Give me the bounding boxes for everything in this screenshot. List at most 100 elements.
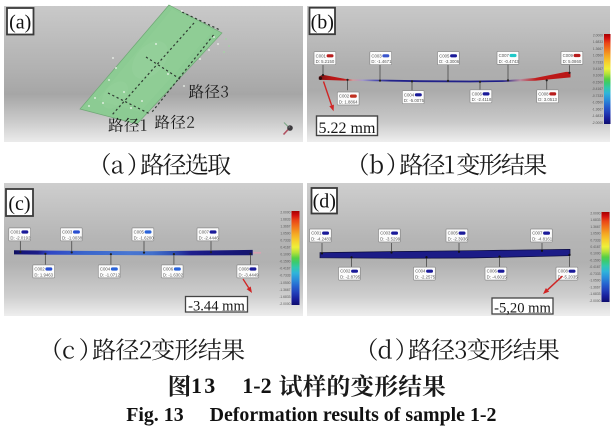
svg-text:0.7333: 0.7333 (590, 238, 600, 242)
svg-text:C008: C008 (558, 269, 569, 274)
svg-text:C005: C005 (448, 231, 459, 236)
svg-text:2.0000: 2.0000 (280, 210, 290, 214)
svg-text:-0.7333: -0.7333 (589, 272, 600, 276)
svg-text:0.7333: 0.7333 (593, 60, 603, 64)
svg-text:C004: C004 (415, 269, 426, 274)
svg-text:1.0500: 1.0500 (590, 232, 600, 236)
svg-text:0.4167: 0.4167 (590, 245, 600, 249)
svg-text:-0.1500: -0.1500 (279, 260, 290, 264)
svg-text:C006: C006 (472, 91, 483, 96)
svg-text:C003: C003 (371, 53, 382, 58)
svg-text:C006: C006 (487, 269, 498, 274)
svg-text:D: -2.8795: D: -2.8795 (340, 275, 361, 280)
svg-text:C004: C004 (404, 92, 415, 97)
svg-text:C005: C005 (134, 230, 145, 235)
svg-text:D: -2.0192: D: -2.0192 (10, 235, 31, 240)
svg-text:-0.7333: -0.7333 (592, 94, 603, 98)
svg-text:D: -4.8161: D: -4.8161 (532, 236, 553, 241)
svg-text:-1.3667: -1.3667 (589, 285, 600, 289)
svg-text:C007: C007 (532, 231, 543, 236)
svg-text:D: -1.0038: D: -1.0038 (62, 235, 83, 240)
svg-text:-0.1500: -0.1500 (592, 80, 603, 84)
svg-text:(d): (d) (313, 191, 336, 213)
svg-text:D: -1.0712: D: -1.0712 (100, 272, 121, 277)
svg-text:0.1000: 0.1000 (280, 253, 290, 257)
svg-text:D: 3.0513: D: 3.0513 (538, 97, 557, 102)
svg-text:(b): (b) (311, 11, 334, 33)
svg-text:2.0000: 2.0000 (590, 211, 600, 215)
svg-text:D: -4.6015: D: -4.6015 (487, 275, 508, 280)
svg-text:1.3667: 1.3667 (280, 224, 290, 228)
svg-text:D: 1.8864: D: 1.8864 (339, 99, 358, 104)
svg-text:1.3667: 1.3667 (590, 225, 600, 229)
svg-text:0.1000: 0.1000 (590, 252, 600, 256)
svg-text:C007: C007 (199, 230, 210, 235)
svg-text:C003: C003 (62, 230, 73, 235)
svg-text:1.0500: 1.0500 (593, 54, 603, 58)
svg-text:D: -0.4743: D: -0.4743 (499, 59, 520, 64)
svg-text:-2.0000: -2.0000 (279, 302, 290, 306)
svg-text:C002: C002 (34, 267, 45, 272)
svg-text:D: -2.2575: D: -2.2575 (415, 275, 436, 280)
svg-text:-1.3667: -1.3667 (279, 288, 290, 292)
svg-text:C008: C008 (538, 91, 549, 96)
svg-text:C001: C001 (316, 53, 327, 58)
svg-text:C001: C001 (311, 231, 322, 236)
svg-text:2.0000: 2.0000 (593, 33, 603, 37)
svg-text:D: -5.2035: D: -5.2035 (558, 275, 579, 280)
svg-text:-5,20 mm: -5,20 mm (494, 300, 551, 316)
svg-text:C008: C008 (239, 267, 250, 272)
svg-text:-0.4167: -0.4167 (279, 267, 290, 271)
svg-text:C002: C002 (339, 94, 350, 99)
svg-text:D: -1.6200: D: -1.6200 (134, 235, 155, 240)
svg-text:C006: C006 (163, 267, 174, 272)
svg-text:-1.3667: -1.3667 (592, 107, 603, 111)
svg-text:D: -3.3006: D: -3.3006 (439, 59, 460, 64)
svg-text:D: -4.2483: D: -4.2483 (311, 236, 332, 241)
svg-text:D: 5.0860: D: 5.0860 (563, 59, 582, 64)
svg-text:D: -5.0075: D: -5.0075 (404, 98, 425, 103)
svg-text:0.4167: 0.4167 (593, 67, 603, 71)
svg-text:-0.4167: -0.4167 (592, 87, 603, 91)
svg-text:1.6833: 1.6833 (593, 40, 603, 44)
svg-text:D: 5.2150: D: 5.2150 (316, 59, 335, 64)
svg-text:D: -1.6302: D: -1.6302 (163, 272, 184, 277)
svg-text:-1.6833: -1.6833 (592, 114, 603, 118)
svg-text:-3.44 mm: -3.44 mm (188, 298, 245, 314)
svg-text:C003: C003 (380, 231, 391, 236)
svg-text:-2.0000: -2.0000 (589, 299, 600, 303)
svg-text:C009: C009 (563, 53, 574, 58)
svg-text:-1.6833: -1.6833 (279, 295, 290, 299)
svg-text:0.7333: 0.7333 (280, 238, 290, 242)
svg-text:5.22 mm: 5.22 mm (319, 120, 376, 137)
svg-text:D: 1.9463: D: 1.9463 (34, 272, 53, 277)
svg-text:D: -2.4446: D: -2.4446 (199, 235, 220, 240)
svg-text:C004: C004 (100, 267, 111, 272)
svg-text:-0.4167: -0.4167 (589, 265, 600, 269)
svg-text:D: -2.4118: D: -2.4118 (472, 97, 492, 102)
svg-text:D: -3.5299: D: -3.5299 (380, 236, 401, 241)
svg-text:-2.0000: -2.0000 (592, 121, 603, 125)
svg-text:-0.7333: -0.7333 (279, 274, 290, 278)
svg-text:(c): (c) (8, 193, 30, 215)
svg-text:C001: C001 (10, 230, 21, 235)
svg-text:(a): (a) (9, 12, 31, 34)
svg-text:0.1000: 0.1000 (593, 74, 603, 78)
svg-text:C007: C007 (499, 53, 510, 58)
svg-text:1.6833: 1.6833 (280, 217, 290, 221)
svg-text:D: -2.3936: D: -2.3936 (448, 236, 469, 241)
svg-text:1-2: 1-2 (242, 373, 271, 398)
svg-text:D: -1.4671: D: -1.4671 (371, 59, 392, 64)
svg-text:-0.1500: -0.1500 (589, 258, 600, 262)
svg-text:1.6833: 1.6833 (590, 218, 600, 222)
svg-text:-1.0500: -1.0500 (589, 279, 600, 283)
svg-text:C005: C005 (439, 53, 450, 58)
svg-text:Fig. 13: Fig. 13 (126, 404, 184, 426)
svg-text:D: -3.4449: D: -3.4449 (239, 272, 260, 277)
svg-text:C002: C002 (340, 269, 351, 274)
svg-text:-1.0500: -1.0500 (592, 101, 603, 105)
svg-text:-1.6833: -1.6833 (589, 292, 600, 296)
svg-text:13: 13 (191, 373, 217, 398)
svg-text:-1.0500: -1.0500 (279, 281, 290, 285)
svg-text:1.0500: 1.0500 (280, 231, 290, 235)
